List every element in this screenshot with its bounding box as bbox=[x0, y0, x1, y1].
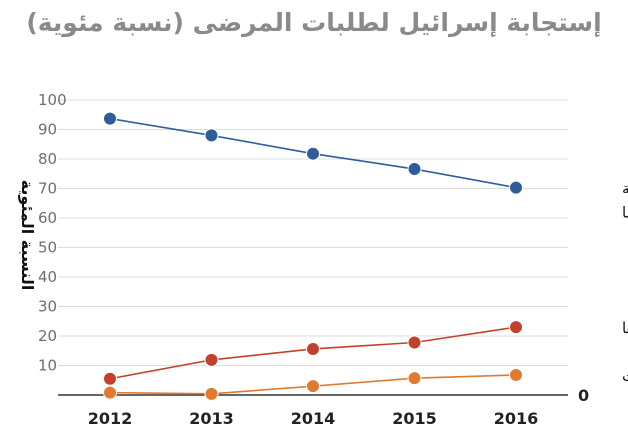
data-point bbox=[204, 352, 219, 367]
y-tick-label: 70 bbox=[38, 180, 57, 198]
data-point bbox=[306, 379, 320, 394]
series-label: تم تأخيرها bbox=[622, 317, 628, 337]
y-tick-label: 50 bbox=[38, 239, 57, 257]
y-axis-label: النسبة المئوية bbox=[18, 180, 37, 291]
chart-title: إستجابة إسرائيل لطلبات المرضى (نسبة مئوي… bbox=[26, 8, 602, 37]
data-point bbox=[103, 371, 117, 386]
y-tick-label: 0 bbox=[578, 386, 589, 405]
data-point bbox=[407, 371, 422, 386]
data-point bbox=[509, 367, 523, 382]
series-label: عليها bbox=[622, 204, 628, 222]
y-tick-label: 90 bbox=[38, 121, 57, 139]
x-tick-label: 2016 bbox=[494, 409, 539, 428]
series-labels: تمت الموافقة عليها تم تأخيرها رُفضت bbox=[622, 180, 628, 385]
y-tick-label: 100 bbox=[38, 91, 67, 109]
x-tick-label: 2014 bbox=[291, 409, 336, 428]
data-point bbox=[103, 111, 117, 126]
data-point bbox=[103, 385, 117, 400]
series-points bbox=[103, 111, 523, 401]
y-tick-label: 40 bbox=[38, 268, 57, 286]
y-tick-label: 10 bbox=[38, 357, 57, 375]
data-point bbox=[306, 146, 320, 161]
y-tick-labels: 0 10 20 30 40 50 60 70 80 90 100 bbox=[38, 91, 589, 405]
gridlines bbox=[58, 99, 568, 366]
series-label: رُفضت bbox=[622, 367, 628, 385]
data-point bbox=[407, 162, 422, 177]
data-point bbox=[509, 320, 523, 335]
data-point bbox=[407, 335, 422, 350]
x-tick-label: 2012 bbox=[88, 409, 133, 428]
data-point bbox=[204, 128, 219, 143]
series-label: تمت الموافقة bbox=[622, 180, 628, 198]
y-tick-label: 60 bbox=[38, 209, 57, 227]
data-point bbox=[306, 341, 320, 356]
x-tick-labels: 2012 2013 2014 2015 2016 bbox=[88, 409, 539, 428]
x-tick-label: 2015 bbox=[392, 409, 437, 428]
data-point bbox=[509, 180, 523, 195]
x-tick-label: 2013 bbox=[189, 409, 234, 428]
y-tick-label: 80 bbox=[38, 150, 57, 168]
y-tick-label: 20 bbox=[38, 327, 57, 345]
y-tick-label: 30 bbox=[38, 298, 57, 316]
data-point bbox=[204, 386, 219, 401]
